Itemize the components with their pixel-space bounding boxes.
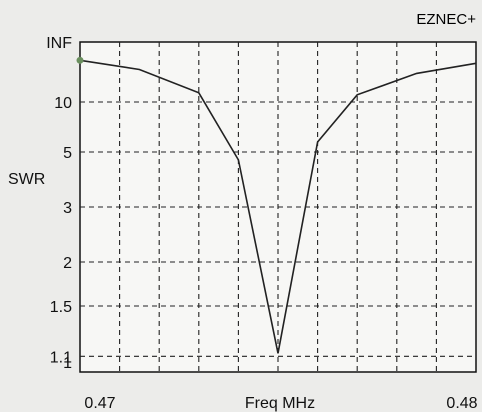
x-axis-label: Freq MHz xyxy=(245,395,315,412)
data-markers xyxy=(76,56,84,64)
y-tick-label: 1.5 xyxy=(50,299,72,316)
y-tick-label: 1.1 xyxy=(50,349,72,366)
x-tick-labels: 0.47 0.48 xyxy=(84,395,477,412)
data-point xyxy=(76,56,84,64)
swr-series-line xyxy=(79,59,477,354)
y-tick-label: 10 xyxy=(54,95,72,112)
y-tick-label: 3 xyxy=(63,200,72,217)
y-tick-label: 5 xyxy=(63,145,72,162)
x-tick-label: 0.48 xyxy=(446,395,477,412)
y-tick-label: 2 xyxy=(63,255,72,272)
y-tick-labels: INF 10 5 3 2 1.5 1.11 xyxy=(46,35,72,372)
y-tick-label: 1 xyxy=(63,355,72,372)
x-tick-label: 0.47 xyxy=(84,395,115,412)
y-axis-label: SWR xyxy=(8,171,45,188)
grid-lines xyxy=(80,42,476,372)
eznec-brand-label: EZNEC+ xyxy=(416,11,476,28)
y-tick-label: INF xyxy=(46,35,72,52)
